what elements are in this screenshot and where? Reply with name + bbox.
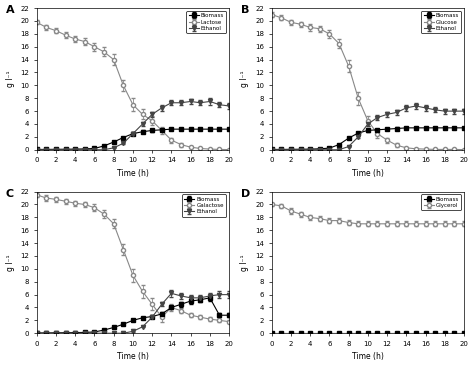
Legend: Biomass, Glucose, Ethanol: Biomass, Glucose, Ethanol	[421, 11, 461, 33]
Text: A: A	[6, 5, 15, 15]
X-axis label: Time (h): Time (h)	[352, 352, 384, 361]
X-axis label: Time (h): Time (h)	[117, 169, 149, 178]
Y-axis label: g l⁻¹: g l⁻¹	[6, 254, 15, 271]
Text: B: B	[241, 5, 249, 15]
Legend: Biomass, Glycerol: Biomass, Glycerol	[421, 195, 461, 210]
Y-axis label: g l⁻¹: g l⁻¹	[6, 71, 15, 87]
X-axis label: Time (h): Time (h)	[117, 352, 149, 361]
Legend: Biomass, Lactose, Ethanol: Biomass, Lactose, Ethanol	[186, 11, 226, 33]
Y-axis label: g l⁻¹: g l⁻¹	[240, 254, 249, 271]
Text: C: C	[6, 189, 14, 199]
Text: D: D	[241, 189, 250, 199]
Y-axis label: g l⁻¹: g l⁻¹	[240, 71, 249, 87]
X-axis label: Time (h): Time (h)	[352, 169, 384, 178]
Legend: Biomass, Galactose, Ethanol: Biomass, Galactose, Ethanol	[182, 195, 226, 217]
